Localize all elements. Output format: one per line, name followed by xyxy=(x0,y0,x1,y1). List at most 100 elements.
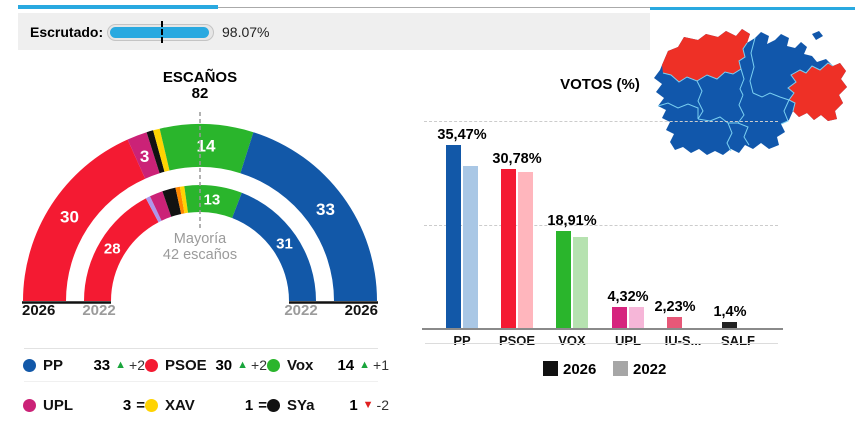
arch-segment-2026-PP xyxy=(240,132,377,301)
party-delta-Vox: +1 xyxy=(373,357,389,373)
progress-bar xyxy=(107,21,214,43)
trend-down-icon: ▼ xyxy=(362,399,374,411)
arch-segment-2026-PSOE xyxy=(23,139,146,301)
bar-2026-VOX xyxy=(556,230,571,329)
bar-2022-VOX xyxy=(573,237,588,329)
majority-line1: Mayoría xyxy=(173,231,227,247)
votes-bottom-rule xyxy=(425,343,778,344)
progress-bar-fill xyxy=(110,27,209,38)
category-label-SALF: SALF xyxy=(721,333,755,348)
party-dot-XAV xyxy=(145,398,158,412)
party-dot-PSOE xyxy=(145,358,158,372)
party-legend-item-XAV: XAV 1 = xyxy=(145,395,267,415)
party-seats-SYa: 1 xyxy=(349,396,358,414)
region-map xyxy=(640,3,855,178)
trend-up-icon: ▲ xyxy=(115,359,127,371)
arch-label-2026-Vox: 14 xyxy=(196,137,215,156)
arch-year-label-2: 2022 xyxy=(284,302,318,319)
bar-2026-PP xyxy=(446,144,461,329)
arch-segment-2022-SYa xyxy=(162,187,182,217)
top-rule-line xyxy=(218,7,650,8)
arch-segment-2022-Podemos xyxy=(145,196,162,223)
trend-up-icon: ▲ xyxy=(237,359,249,371)
arch-segment-2026-Vox xyxy=(159,124,254,174)
top-accent-line-left xyxy=(18,5,218,9)
value-label-SALF: 1,4% xyxy=(713,303,747,320)
bar-2026-PSOE xyxy=(501,168,516,329)
bar-2026-UPL xyxy=(612,306,627,329)
map-province-leon[interactable] xyxy=(662,29,750,82)
gridline-40pct xyxy=(424,121,778,122)
arch-year-label-3: 2026 xyxy=(344,302,378,319)
party-legend-item-PP: PP 33 ▲ +2 xyxy=(23,355,145,375)
party-legend-item-Vox: Vox 14 ▲ +1 xyxy=(267,355,389,375)
seats-hemicycle-chart: 30 3 14 33 28 13 31 xyxy=(22,112,378,304)
legend-row-separator xyxy=(24,381,378,382)
trend-up-icon: ▲ xyxy=(359,359,371,371)
party-delta-PSOE: +2 xyxy=(251,357,267,373)
votes-x-axis xyxy=(422,328,783,330)
party-delta-PP: +2 xyxy=(129,357,145,373)
category-label-UPL: UPL xyxy=(615,333,641,348)
map-province-trevino[interactable] xyxy=(812,31,823,40)
party-seats-PP: 33 xyxy=(93,356,111,374)
party-name-XAV: XAV xyxy=(165,396,195,414)
top-accent-line-right xyxy=(650,7,855,10)
value-label-IU-S...: 2,23% xyxy=(654,299,696,316)
legend-swatch-2026 xyxy=(543,361,558,376)
arch-year-label-0: 2026 xyxy=(22,302,56,319)
value-label-PSOE: 30,78% xyxy=(492,150,542,167)
arch-label-2022-Vox: 13 xyxy=(204,192,221,209)
category-label-IU-S...: IU-S... xyxy=(664,333,702,348)
party-name-PP: PP xyxy=(43,356,64,374)
map-province-soria[interactable] xyxy=(788,63,847,121)
arch-label-2026-UPL: 3 xyxy=(140,147,149,166)
arch-segment-2022-UPL xyxy=(150,191,172,221)
arch-year-label-1: 2022 xyxy=(82,302,116,319)
party-name-PSOE: PSOE xyxy=(165,356,207,374)
seats-total: 82 xyxy=(191,85,209,102)
votes-chart: VOTOS (%) 35,47% PP 30,78% PSOE 18,91% VOX 4,3… xyxy=(420,70,785,390)
majority-note: Mayoría 42 escaños xyxy=(110,231,290,263)
trend-eq-icon: = xyxy=(258,396,267,414)
category-label-PP: PP xyxy=(453,333,471,348)
arch-label-2022-PP: 31 xyxy=(276,235,293,252)
party-legend-row-1: UPL 3 = XAV 1 = SYa 1 ▼ -2 xyxy=(23,395,391,415)
bar-2026-SALF xyxy=(722,321,737,329)
party-legend-item-SYa: SYa 1 ▼ -2 xyxy=(267,395,389,415)
arch-segment-2026-XAV xyxy=(153,128,170,172)
arch-segment-2022-XAV xyxy=(179,186,188,214)
progress-midpoint-marker xyxy=(160,21,163,43)
castilla-y-leon-map xyxy=(654,29,847,155)
bar-2022-PP xyxy=(463,165,478,329)
party-delta-SYa: -2 xyxy=(376,397,389,413)
arch-segment-2022-PSOE xyxy=(84,198,159,301)
progress-label: Escrutado: xyxy=(30,24,104,40)
arch-segment-2026-UPL xyxy=(127,132,160,179)
gridline-20pct xyxy=(424,225,778,226)
arch-segment-2022-Cs xyxy=(175,186,185,214)
party-seats-UPL: 3 xyxy=(122,396,132,414)
map-province-borders xyxy=(657,37,834,152)
bar-2026-IU-S... xyxy=(667,317,682,329)
party-seats-PSOE: 30 xyxy=(215,356,233,374)
arch-label-2026-PP: 33 xyxy=(316,200,335,219)
party-legend: PP 33 ▲ +2 PSOE 30 ▲ +2 Vox 14 ▲ +1 UPL 3 = XAV 1 = SYa 1 ▼ -… xyxy=(23,355,391,435)
majority-line2: 42 escaños xyxy=(162,247,238,263)
legend-label-2022: 2022 xyxy=(633,361,667,378)
value-label-UPL: 4,32% xyxy=(607,288,649,305)
arch-segment-2022-Vox xyxy=(184,185,242,218)
party-name-SYa: SYa xyxy=(287,396,315,414)
bar-2022-UPL xyxy=(629,306,644,329)
party-legend-item-PSOE: PSOE 30 ▲ +2 xyxy=(145,355,267,375)
legend-swatch-2022 xyxy=(613,361,628,376)
party-dot-SYa xyxy=(267,398,280,412)
party-legend-row-0: PP 33 ▲ +2 PSOE 30 ▲ +2 Vox 14 ▲ +1 xyxy=(23,355,391,375)
party-legend-item-UPL: UPL 3 = xyxy=(23,395,145,415)
value-label-PP: 35,47% xyxy=(437,126,487,143)
value-label-VOX: 18,91% xyxy=(547,212,597,229)
seats-title-text: ESCAÑOS xyxy=(162,69,238,86)
party-seats-XAV: 1 xyxy=(244,396,254,414)
arch-label-2022-PSOE: 28 xyxy=(104,240,121,257)
bar-2022-PSOE xyxy=(518,172,533,329)
